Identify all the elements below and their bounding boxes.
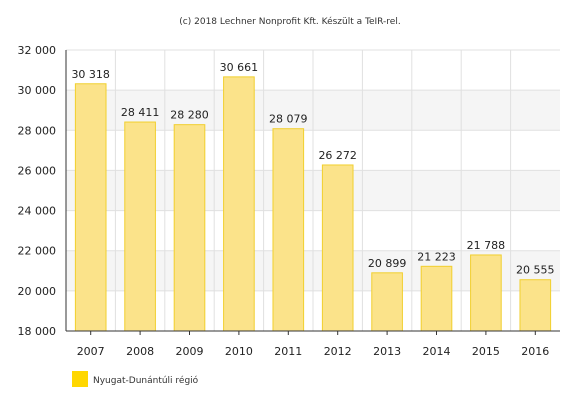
x-axis-ticks: 2007 2008 2009 2010 2011 2012 2013 2014 2015 2016 bbox=[77, 331, 549, 358]
y-tick-label: 28 000 bbox=[18, 124, 57, 137]
bar-2010[interactable] bbox=[223, 76, 255, 332]
data-label-2008: 28 411 bbox=[121, 106, 160, 119]
data-label-2007: 30 318 bbox=[71, 68, 110, 81]
data-label-2014: 21 223 bbox=[417, 250, 456, 263]
data-label-2010: 30 661 bbox=[220, 61, 259, 74]
axes bbox=[65, 50, 560, 332]
data-label-2013: 20 899 bbox=[368, 257, 407, 270]
bar-2016[interactable] bbox=[519, 279, 552, 332]
y-tick-label: 26 000 bbox=[18, 164, 57, 177]
bar-2008[interactable] bbox=[124, 121, 156, 332]
y-axis-ticks: 18 000 20 000 22 000 24 000 26 000 28 000 30 0… bbox=[18, 44, 57, 338]
x-tick-label: 2013 bbox=[373, 345, 401, 358]
x-tick-label: 2009 bbox=[176, 345, 204, 358]
x-tick-label: 2008 bbox=[126, 345, 154, 358]
bar-2014[interactable] bbox=[420, 265, 453, 332]
x-tick-label: 2011 bbox=[274, 345, 302, 358]
x-tick-label: 2016 bbox=[521, 345, 549, 358]
data-label-2016: 20 555 bbox=[516, 264, 555, 277]
data-label-2015: 21 788 bbox=[467, 239, 506, 252]
x-tick-label: 2014 bbox=[423, 345, 451, 358]
data-label-2009: 28 280 bbox=[170, 109, 209, 122]
bar-2013[interactable] bbox=[371, 272, 403, 332]
bar-2009[interactable] bbox=[173, 124, 206, 332]
x-tick-label: 2015 bbox=[472, 345, 500, 358]
legend-label[interactable]: Nyugat-Dunántúli régió bbox=[93, 375, 199, 386]
data-label-2011: 28 079 bbox=[269, 113, 308, 126]
bar-2015[interactable] bbox=[470, 254, 502, 332]
y-tick-label: 20 000 bbox=[18, 285, 57, 298]
bar-2007[interactable] bbox=[74, 83, 107, 332]
bar-2011[interactable] bbox=[272, 128, 305, 332]
bar-2012[interactable] bbox=[321, 164, 354, 332]
legend[interactable]: Nyugat-Dunántúli régió bbox=[72, 371, 199, 387]
y-tick-label: 18 000 bbox=[18, 325, 57, 338]
data-labels: 30 318 28 411 28 280 30 661 28 079 26 272 20 8… bbox=[71, 61, 554, 277]
y-tick-label: 30 000 bbox=[18, 84, 57, 97]
y-tick-label: 22 000 bbox=[18, 245, 57, 258]
chart-credit: (c) 2018 Lechner Nonprofit Kft. Készült … bbox=[179, 16, 400, 27]
y-tick-label: 32 000 bbox=[18, 44, 57, 57]
x-tick-label: 2012 bbox=[324, 345, 352, 358]
y-tick-label: 24 000 bbox=[18, 205, 57, 218]
x-tick-label: 2007 bbox=[77, 345, 105, 358]
x-tick-label: 2010 bbox=[225, 345, 253, 358]
legend-swatch[interactable] bbox=[72, 371, 88, 387]
data-label-2012: 26 272 bbox=[318, 149, 357, 162]
